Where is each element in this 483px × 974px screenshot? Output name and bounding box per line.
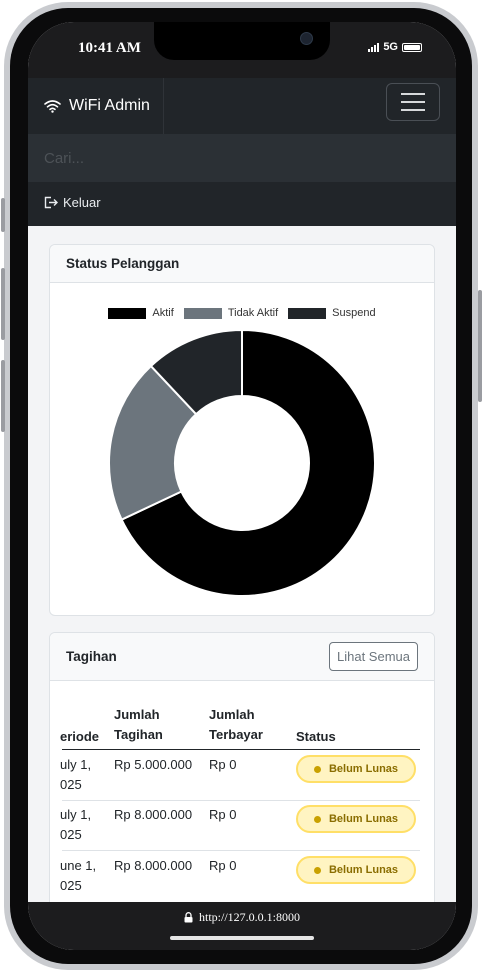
column-header-periode: eriode — [60, 729, 100, 744]
status-card-title: Status Pelanggan — [66, 256, 180, 271]
view-all-button[interactable]: Lihat Semua — [329, 642, 418, 671]
navbar-toggler-button[interactable] — [386, 83, 440, 121]
cell-jumlah-tagihan: Rp 8.000.000 — [114, 858, 193, 873]
legend-swatch — [108, 307, 147, 319]
tagihan-card-header: Tagihan Lihat Semua — [50, 633, 434, 681]
brand-label: WiFi Admin — [69, 97, 150, 114]
home-indicator[interactable] — [170, 936, 314, 940]
status-dot-icon — [313, 765, 321, 773]
cell-jumlah-tagihan: Rp 5.000.000 — [114, 757, 193, 772]
doughnut-slice-aktif[interactable] — [120, 328, 376, 597]
battery-icon — [402, 42, 422, 52]
legend-swatch — [288, 307, 327, 319]
status-badge: Belum Lunas — [296, 856, 416, 884]
tagihan-card: Tagihan Lihat Semua eriode Jumlah Tagiha… — [49, 632, 435, 902]
navbar-brand[interactable]: WiFi Admin — [28, 78, 164, 134]
logout-label: Keluar — [63, 195, 101, 210]
lock-icon — [184, 912, 193, 923]
status-dot-icon — [313, 815, 321, 823]
column-header-jumlah-tagihan: Jumlah Tagihan — [114, 707, 163, 742]
menu-icon-line — [401, 93, 425, 95]
navbar: WiFi Admin — [28, 78, 456, 134]
chart-legend: Aktif Tidak Aktif Suspend — [50, 307, 434, 319]
legend-label: Suspend — [332, 307, 376, 319]
cell-jumlah-terbayar: Rp 0 — [209, 858, 237, 873]
billing-table: eriode Jumlah Tagihan Jumlah Terbayar St… — [50, 681, 434, 902]
side-button-mute — [1, 198, 5, 232]
status-dot-icon — [313, 866, 321, 874]
status-badge: Belum Lunas — [296, 805, 416, 833]
logout-bar: Keluar — [28, 182, 456, 226]
status-card-header: Status Pelanggan — [50, 245, 434, 283]
url-text: http://127.0.0.1:8000 — [198, 910, 300, 924]
tagihan-card-title: Tagihan — [66, 649, 117, 664]
signal-icon — [368, 42, 380, 52]
legend-item[interactable]: Tidak Aktif — [183, 307, 279, 319]
wifi-icon — [44, 100, 61, 113]
side-button-volume-down — [1, 360, 5, 432]
browser-url-bar: http://127.0.0.1:8000 — [28, 902, 456, 950]
menu-icon-line — [401, 109, 425, 111]
cell-periode: une 1, 025 — [60, 858, 97, 893]
column-header-status: Status — [296, 729, 336, 744]
cell-jumlah-terbayar: Rp 0 — [209, 757, 237, 772]
table-row-divider — [62, 800, 420, 801]
screen: 10:41 AM 5G WiFi Admin — [28, 22, 456, 950]
legend-swatch — [183, 307, 222, 319]
legend-item[interactable]: Aktif — [108, 307, 174, 319]
cell-jumlah-tagihan: Rp 8.000.000 — [114, 807, 193, 822]
status-bar: 10:41 AM 5G — [28, 22, 456, 78]
column-header-jumlah-terbayar: Jumlah Terbayar — [209, 707, 263, 742]
main-content: Status Pelanggan Aktif Tidak Aktif Suspend… — [28, 226, 456, 902]
chart-area: Aktif Tidak Aktif Suspend — [50, 283, 434, 615]
side-button-volume-up — [1, 268, 5, 340]
table-header-divider — [62, 749, 420, 750]
search-bar — [28, 134, 456, 182]
side-button-power — [478, 290, 482, 402]
url-display[interactable]: http://127.0.0.1:8000 — [28, 910, 456, 925]
doughnut-slice-suspend[interactable] — [149, 328, 243, 416]
logout-icon — [44, 196, 58, 209]
cell-periode: uly 1, 025 — [60, 757, 92, 792]
status-pelanggan-card: Status Pelanggan Aktif Tidak Aktif Suspend — [49, 244, 435, 616]
search-input[interactable] — [28, 134, 456, 182]
legend-item[interactable]: Suspend — [288, 307, 376, 319]
doughnut-chart — [108, 328, 376, 597]
legend-label: Tidak Aktif — [227, 307, 279, 319]
legend-label: Aktif — [152, 307, 174, 319]
menu-icon-line — [401, 101, 425, 103]
status-badge: Belum Lunas — [296, 755, 416, 783]
doughnut-slice-tidak-aktif[interactable] — [108, 364, 198, 521]
status-indicators: 5G — [368, 41, 422, 53]
status-time: 10:41 AM — [78, 40, 141, 56]
front-camera — [300, 32, 313, 45]
network-label: 5G — [383, 41, 398, 53]
table-row-divider — [62, 850, 420, 851]
cell-periode: uly 1, 025 — [60, 807, 92, 842]
logout-link[interactable]: Keluar — [44, 195, 101, 210]
cell-jumlah-terbayar: Rp 0 — [209, 807, 237, 822]
notch — [154, 22, 330, 60]
